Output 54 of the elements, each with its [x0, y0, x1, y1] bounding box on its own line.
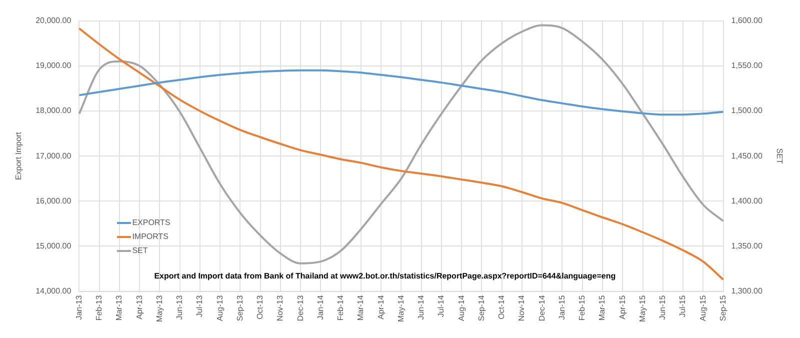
legend-label: IMPORTS — [132, 231, 168, 244]
y-tick-label: 17,000.00 — [36, 151, 72, 160]
x-tick-label: Oct-13 — [256, 294, 265, 320]
annotation: Export and Import data from Bank of Thailand at www2.bot.or.th/statistics/ReportPage.aspx?reportID=644&language=eng — [154, 272, 616, 281]
x-tick-label: Nov-13 — [276, 294, 285, 322]
y2-tick-label: 1,350.00 — [731, 241, 763, 250]
legend-label: EXPORTS — [132, 217, 170, 230]
x-tick-label: Jan-13 — [74, 294, 84, 320]
x-tick-label: Apr-14 — [376, 294, 386, 320]
x-tick-label: Sep-14 — [476, 294, 486, 322]
y-tick-label: 14,000.00 — [36, 286, 72, 296]
x-tick-label: Apr-15 — [618, 294, 627, 320]
x-tick-label: Jul-15 — [678, 294, 688, 318]
x-tick-label: Mar-13 — [114, 294, 124, 321]
x-tick-label: Jun-13 — [175, 294, 184, 320]
x-tick-label: Apr-13 — [134, 294, 144, 320]
line-series — [78, 69, 724, 116]
x-tick-label: May-14 — [396, 294, 406, 322]
y-axis-title: Export Import — [14, 131, 24, 180]
x-tick-label: Aug-14 — [456, 294, 466, 322]
x-tick-label: Feb-13 — [94, 294, 104, 321]
y-tick-label: 18,000.00 — [36, 106, 72, 116]
y-tick-label: 20,000.00 — [36, 16, 72, 26]
y2-tick-label: 1,500.00 — [731, 106, 763, 116]
x-tick-label: Aug-13 — [215, 294, 224, 322]
x-tick-label: Nov-14 — [517, 294, 526, 322]
x-tick-label: Aug-15 — [698, 294, 708, 322]
x-tick-label: Jan-14 — [316, 294, 325, 320]
y2-tick-label: 1,400.00 — [731, 196, 763, 206]
x-tick-label: Oct-14 — [497, 294, 506, 320]
x-tick-label: Feb-14 — [336, 294, 346, 321]
x-tick-label: Dec-13 — [296, 294, 305, 322]
y2-tick-label: 1,600.00 — [731, 16, 763, 26]
x-tick-label: Jun-15 — [658, 294, 668, 320]
x-tick-label: Sep-13 — [235, 294, 244, 322]
x-tick-label: Jun-14 — [416, 294, 426, 320]
x-tick-label: Mar-14 — [356, 294, 366, 321]
y2-tick-label: 1,300.00 — [731, 286, 763, 296]
y-tick-label: 15,000.00 — [36, 241, 72, 250]
y2-tick-label: 1,450.00 — [731, 151, 763, 160]
y-tick-label: 16,000.00 — [36, 196, 72, 206]
y2-axis-title: SET — [774, 148, 784, 164]
x-tick-label: May-15 — [638, 294, 647, 322]
x-tick-label: Jul-13 — [195, 294, 204, 318]
x-tick-label: Jul-14 — [436, 294, 446, 318]
x-tick-label: Mar-15 — [598, 294, 607, 321]
y-tick-label: 19,000.00 — [36, 61, 72, 70]
x-tick-label: May-13 — [154, 294, 164, 322]
x-tick-label: Jan-15 — [557, 294, 566, 320]
y2-tick-label: 1,550.00 — [731, 61, 763, 70]
x-tick-label: Dec-14 — [537, 294, 546, 322]
x-tick-label: Feb-15 — [578, 294, 587, 321]
legend-label: SET — [132, 245, 148, 258]
x-tick-label: Sep-15 — [718, 294, 728, 322]
